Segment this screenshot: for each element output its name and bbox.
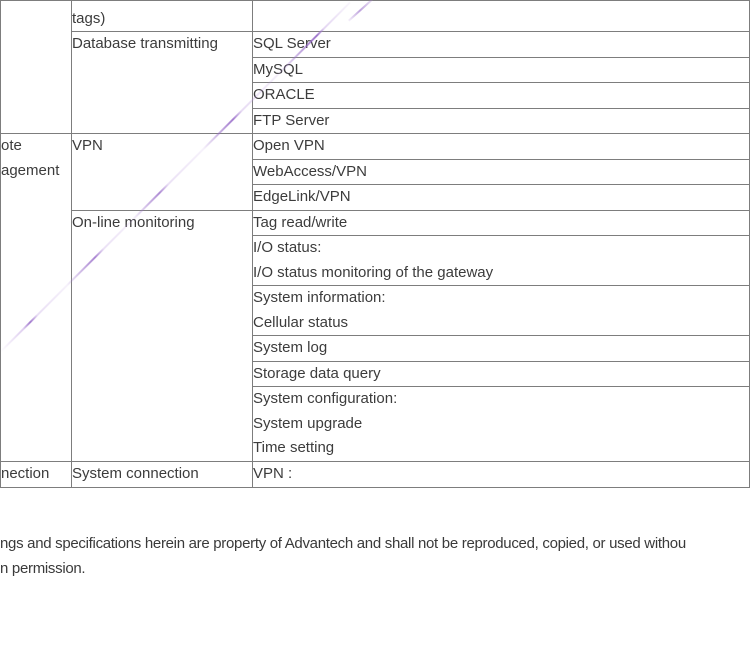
footer-disclaimer: ngs and specifications herein are proper…	[0, 531, 750, 581]
cell-storage-data-query: Storage data query	[252, 360, 750, 387]
system-configuration-line-3: Time setting	[253, 439, 335, 456]
cell-system-information: System information: Cellular status	[252, 285, 750, 336]
system-information-line-1: System information:	[253, 289, 386, 306]
system-information-line-2: Cellular status	[253, 313, 349, 331]
cell-webaccess-vpn: WebAccess/VPN	[252, 158, 750, 185]
cell-system-connection-category-cut: nection	[0, 460, 72, 488]
cell-online-monitoring: On-line monitoring	[71, 209, 253, 462]
cell-edgelink-vpn: EdgeLink/VPN	[252, 184, 750, 211]
cell-oracle: ORACLE	[252, 82, 750, 109]
cell-vpn-category: VPN	[71, 133, 253, 211]
io-status-line-1: I/O status:	[253, 239, 322, 256]
remote-fragment-line-1: ote	[1, 137, 22, 154]
cell-tag-read-write: Tag read/write	[252, 209, 750, 236]
cloud-tags-line-2: tags)	[72, 9, 106, 27]
remote-fragment-line-2: agement	[1, 161, 60, 179]
cell-vpn-value: VPN :	[252, 460, 750, 488]
cell-category-top-cut	[0, 0, 72, 134]
cell-system-log: System log	[252, 335, 750, 362]
cell-system-connection: System connection	[71, 460, 253, 488]
cell-sql-server: SQL Server	[252, 31, 750, 58]
cell-remote-management-cut: ote agement	[0, 133, 72, 462]
cell-cloud-tags: and cloud connection tags)	[71, 0, 253, 32]
system-configuration-line-1: System configuration:	[253, 390, 398, 407]
disclaimer-line-2: n permission.	[0, 560, 86, 577]
cell-mysql: MySQL	[252, 56, 750, 83]
system-configuration-line-2: System upgrade	[253, 414, 363, 432]
cell-ftp-server: FTP Server	[252, 107, 750, 134]
disclaimer-line-1: ngs and specifications herein are proper…	[0, 535, 686, 552]
cloud-tags-line-1: and cloud connection	[73, 2, 252, 7]
cell-database-transmitting: Database transmitting	[71, 31, 253, 134]
cell-io-status: I/O status: I/O status monitoring of the…	[252, 235, 750, 286]
cell-system-configuration: System configuration: System upgrade Tim…	[252, 386, 750, 462]
feature-table: and cloud connection tags) Database tran…	[0, 0, 750, 488]
cell-open-vpn: Open VPN	[252, 133, 750, 160]
io-status-line-2: I/O status monitoring of the gateway	[253, 263, 494, 281]
cell-empty-top-right	[252, 0, 750, 32]
